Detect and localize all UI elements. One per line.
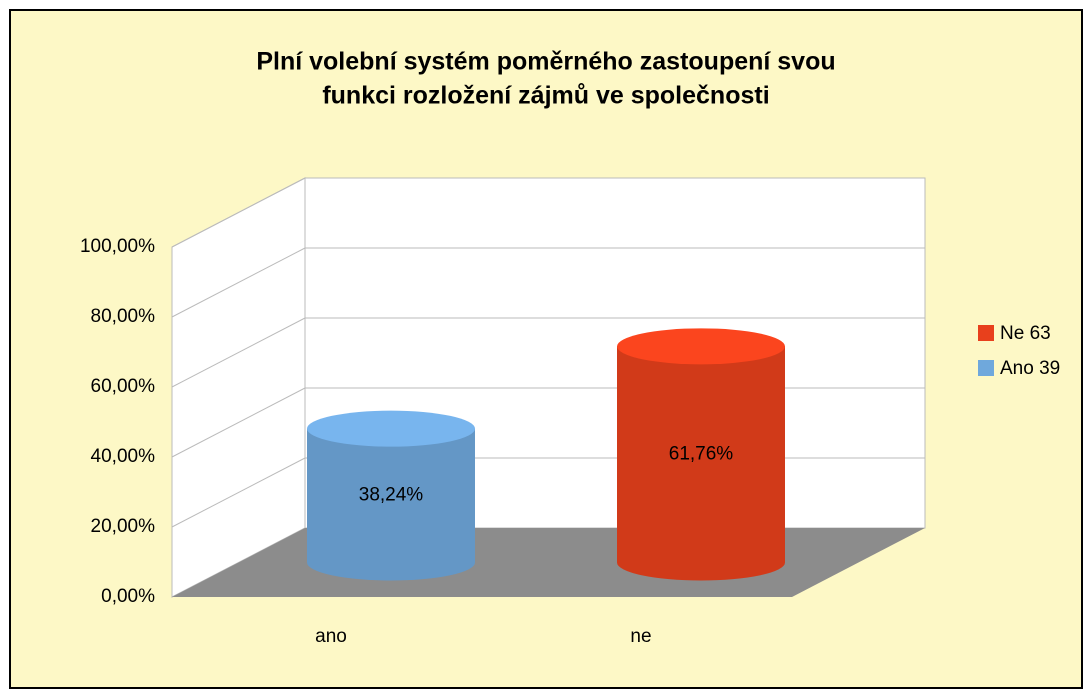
y-tick-label: 100,00% (80, 236, 155, 257)
x-tick-label: ne (630, 626, 651, 647)
y-tick-label: 80,00% (91, 306, 156, 327)
grid-line (171, 177, 306, 248)
legend-label: Ano 39 (1000, 358, 1060, 379)
side-wall (171, 177, 306, 598)
value-label: 61,76% (669, 443, 734, 464)
legend-label: Ne 63 (1000, 323, 1051, 344)
y-tick-label: 40,00% (91, 446, 156, 467)
x-tick-label: ano (315, 626, 347, 647)
grid-line (171, 317, 306, 388)
bar (617, 346, 785, 581)
grid-line (171, 457, 306, 528)
legend-swatch (978, 325, 994, 341)
bar-top (307, 410, 475, 447)
bar (307, 428, 475, 581)
chart-title: funkci rozložení zájmů ve společnosti (322, 82, 769, 110)
chart-title: Plní volební systém poměrného zastoupení… (256, 48, 835, 76)
legend-swatch (978, 360, 994, 376)
bar-top (617, 328, 785, 365)
grid-line (171, 247, 306, 318)
y-tick-label: 60,00% (91, 376, 156, 397)
value-label: 38,24% (359, 485, 424, 506)
y-tick-label: 20,00% (91, 516, 156, 537)
y-tick-label: 0,00% (101, 586, 155, 607)
grid-line (171, 387, 306, 458)
